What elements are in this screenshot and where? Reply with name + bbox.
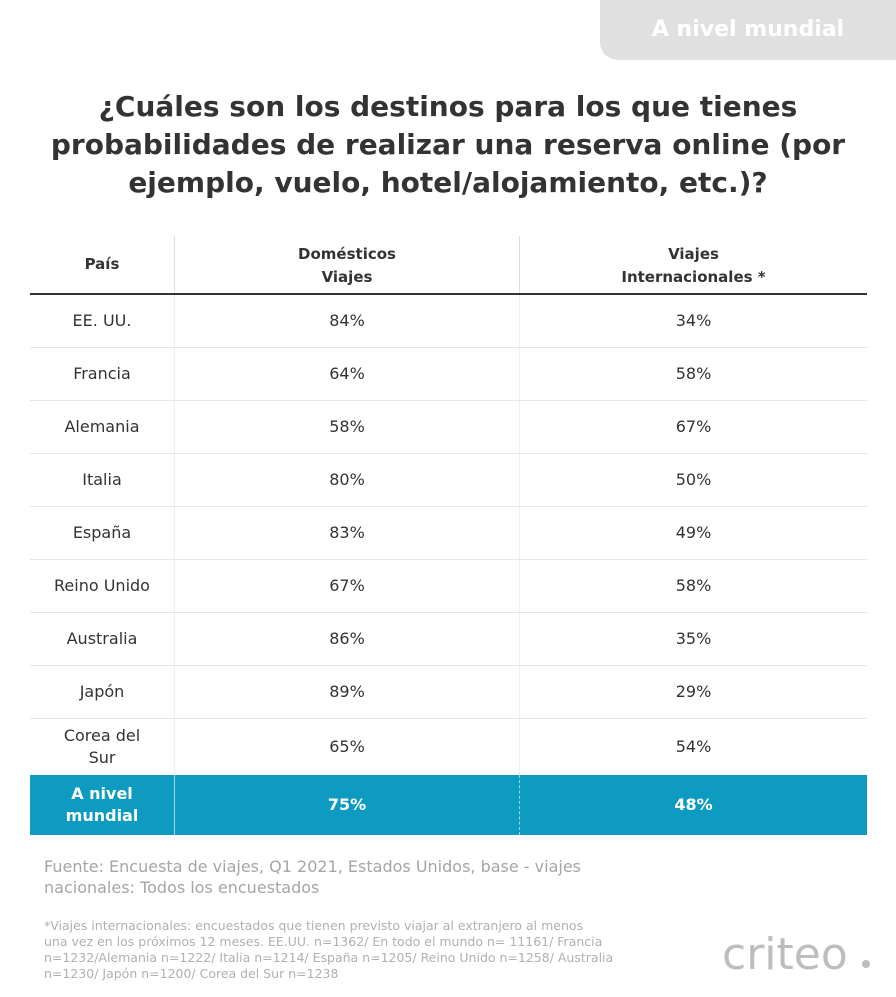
- total-row: A nivel mundial 75% 48%: [30, 775, 867, 835]
- total-label: A nivel mundial: [30, 775, 175, 835]
- header-international-line: Viajes: [668, 244, 719, 263]
- domestic-cell: 83%: [175, 507, 520, 559]
- country-cell: Alemania: [30, 401, 175, 453]
- header-country-label: País: [84, 255, 120, 273]
- header-country: País: [30, 236, 175, 293]
- header-domestic-line: Viajes: [321, 267, 373, 286]
- total-international: 48%: [674, 795, 713, 814]
- table-row: Australia 86% 35%: [30, 613, 867, 666]
- header-international: Viajes Internacionales *: [520, 236, 867, 293]
- country-cell: Francia: [30, 348, 175, 400]
- total-label-line: A nivel: [71, 784, 133, 803]
- country-cell: Italia: [30, 454, 175, 506]
- table-row: España 83% 49%: [30, 507, 867, 560]
- international-cell: 58%: [675, 576, 712, 595]
- domestic-cell: 89%: [175, 666, 520, 718]
- country-cell: Corea del Sur: [30, 719, 175, 775]
- international-cell: 49%: [675, 523, 712, 542]
- header-international-line: Internacionales *: [621, 267, 766, 286]
- domestic-cell: 64%: [175, 348, 520, 400]
- total-domestic: 75%: [175, 775, 520, 835]
- table-row: Alemania 58% 67%: [30, 401, 867, 454]
- source-note: Fuente: Encuesta de viajes, Q1 2021, Est…: [44, 856, 724, 898]
- international-cell: 34%: [675, 311, 712, 330]
- footnote-line: n=1230/ Japón n=1200/ Corea del Sur n=12…: [44, 966, 339, 981]
- title-line: probabilidades de realizar una reserva o…: [50, 128, 846, 161]
- international-cell: 35%: [675, 629, 712, 648]
- footnote: *Viajes internacionales: encuestados que…: [44, 918, 724, 982]
- international-cell: 58%: [675, 364, 712, 383]
- table-row: Italia 80% 50%: [30, 454, 867, 507]
- footnote-line: *Viajes internacionales: encuestados que…: [44, 918, 584, 933]
- header-domestic-line: Domésticos: [298, 244, 396, 263]
- source-line: Fuente: Encuesta de viajes, Q1 2021, Est…: [44, 857, 581, 876]
- table-row: Francia 64% 58%: [30, 348, 867, 401]
- country-cell: Australia: [30, 613, 175, 665]
- domestic-cell: 67%: [175, 560, 520, 612]
- international-cell: 54%: [675, 737, 712, 756]
- criteo-logo: criteo: [722, 929, 848, 980]
- domestic-cell: 58%: [175, 401, 520, 453]
- table-header: País Domésticos Viajes Viajes Internacio…: [30, 236, 867, 295]
- international-cell: 29%: [675, 682, 712, 701]
- table-row: EE. UU. 84% 34%: [30, 295, 867, 348]
- footnote-line: una vez en los próximos 12 meses. EE.UU.…: [44, 934, 603, 949]
- table-row: Reino Unido 67% 58%: [30, 560, 867, 613]
- country-cell-line: Corea del: [63, 726, 141, 745]
- title-line: ¿Cuáles son los destinos para los que ti…: [98, 90, 798, 123]
- region-tag: A nivel mundial: [600, 0, 896, 60]
- country-cell: Reino Unido: [30, 560, 175, 612]
- total-label-line: mundial: [65, 806, 139, 825]
- domestic-cell: 86%: [175, 613, 520, 665]
- country-cell: España: [30, 507, 175, 559]
- domestic-cell: 65%: [175, 719, 520, 775]
- footnote-line: n=1232/Alemania n=1222/ Italia n=1214/ E…: [44, 950, 614, 965]
- international-cell: 67%: [675, 417, 712, 436]
- international-cell: 50%: [675, 470, 712, 489]
- destinations-table: País Domésticos Viajes Viajes Internacio…: [30, 236, 867, 835]
- logo-dot-icon: [862, 960, 870, 968]
- country-cell: Japón: [30, 666, 175, 718]
- domestic-cell: 84%: [175, 295, 520, 347]
- country-cell-line: Sur: [88, 748, 116, 767]
- title-line: ejemplo, vuelo, hotel/alojamiento, etc.)…: [128, 166, 768, 199]
- source-line: nacionales: Todos los encuestados: [44, 878, 320, 897]
- table-row: Corea del Sur 65% 54%: [30, 719, 867, 775]
- country-cell: EE. UU.: [30, 295, 175, 347]
- table-row: Japón 89% 29%: [30, 666, 867, 719]
- page-title: ¿Cuáles son los destinos para los que ti…: [30, 88, 866, 202]
- domestic-cell: 80%: [175, 454, 520, 506]
- header-domestic: Domésticos Viajes: [175, 236, 520, 293]
